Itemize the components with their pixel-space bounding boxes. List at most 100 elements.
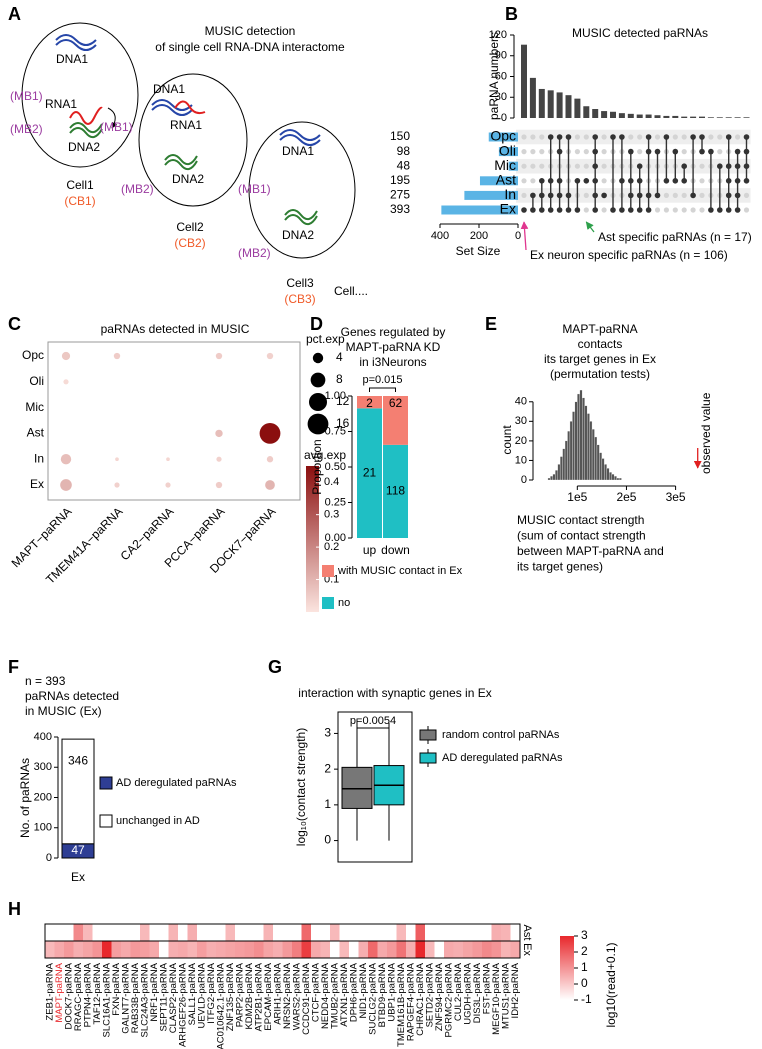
- matrix-dot-empty: [717, 134, 723, 140]
- matrix-dot-empty: [699, 163, 705, 169]
- heatmap-cell: [368, 924, 378, 941]
- cell: [138, 73, 248, 207]
- legend-label: AD deregulated paRNAs: [442, 752, 563, 764]
- heatmap-cell: [216, 924, 226, 941]
- dot: [60, 479, 72, 491]
- intersection-bar: [707, 117, 714, 118]
- matrix-dot: [592, 178, 598, 184]
- histogram-bar: [574, 401, 578, 481]
- colorbar-title: log10(read+0.1): [604, 942, 618, 1027]
- matrix-dot-empty: [681, 207, 687, 213]
- set-size-label: 48: [397, 158, 411, 172]
- heatmap-cell: [339, 941, 349, 958]
- column-label: ZEB1-paRNA: [44, 962, 55, 1020]
- heatmap-cell: [292, 924, 302, 941]
- heatmap-cell: [510, 924, 520, 941]
- set-size-bar: [498, 147, 518, 157]
- histogram-bar: [601, 458, 605, 481]
- plot-border: [337, 711, 413, 863]
- heatmap-cell: [282, 941, 292, 958]
- intersection-bar: [716, 117, 723, 118]
- legend-swatch: [322, 565, 334, 577]
- dot: [266, 456, 274, 463]
- matrix-dot-empty: [601, 178, 607, 184]
- heatmap-cell: [491, 941, 501, 958]
- column-label: FXN-paRNA: [111, 962, 122, 1015]
- column-label: SEPT11-paRNA: [158, 962, 169, 1031]
- y-axis-label: log₁₀(contact strength): [294, 728, 308, 846]
- matrix-dot-empty: [663, 192, 670, 198]
- matrix-dot-empty: [521, 178, 527, 184]
- column-label: SALL1-paRNA: [187, 962, 198, 1025]
- x-tick-label: Ex: [71, 870, 85, 884]
- matrix-dot: [601, 192, 607, 199]
- matrix-dot-empty: [628, 134, 634, 140]
- dot: [114, 482, 120, 488]
- data-label: 2: [366, 396, 373, 410]
- annotation: Ex neuron specific paRNAs (n = 106): [530, 248, 728, 262]
- column-label: BTBD9-paRNA: [377, 962, 388, 1027]
- panel-label: C: [8, 314, 21, 334]
- heatmap-cell: [358, 924, 368, 941]
- set-size-bar: [508, 161, 518, 171]
- matrix-dot-empty: [530, 163, 536, 169]
- matrix-dot-empty: [743, 192, 750, 198]
- legend-label: random control paRNAs: [442, 729, 560, 741]
- matrix-dot: [556, 148, 563, 155]
- heatmap-cell: [415, 941, 425, 958]
- dot: [215, 429, 223, 438]
- y-tick-label: 0: [521, 474, 527, 486]
- dot: [215, 352, 223, 360]
- set-name: Mic: [494, 157, 516, 173]
- column-label: PARP2-paRNA: [234, 962, 245, 1027]
- matrix-dot: [610, 134, 616, 140]
- matrix-dot: [734, 178, 741, 184]
- column-label: CHRAC1-paRNA: [415, 962, 426, 1036]
- dna-strand: [69, 122, 103, 134]
- cell-barcode: (CB3): [284, 292, 315, 306]
- bead-label: (MB1): [238, 182, 271, 196]
- set-size-label: 275: [390, 188, 410, 202]
- dna-strand: [284, 214, 318, 226]
- intersection-bar: [565, 95, 572, 118]
- histogram-bar: [591, 429, 595, 481]
- column-label: ZNF135-paRNA: [225, 962, 236, 1031]
- column-label: NRSN2-paRNA: [282, 962, 293, 1029]
- column-label: DPH6-paRNA: [348, 962, 359, 1022]
- histogram-bar: [572, 411, 576, 481]
- y-tick-label: 60: [495, 70, 507, 82]
- heatmap-cell: [254, 924, 264, 941]
- x-axis-label: between MAPT-paRNA and: [517, 544, 664, 558]
- heatmap-cell: [311, 924, 321, 941]
- set-name: Ex: [500, 201, 516, 217]
- heatmap-cell: [130, 941, 140, 958]
- matrix-dot: [547, 134, 554, 140]
- y-tick-label: Ex: [30, 477, 44, 491]
- matrix-dot: [574, 178, 581, 184]
- column-label: ATXN1-paRNA: [339, 962, 350, 1026]
- set-size-bar: [464, 190, 518, 200]
- intersection-bar: [538, 88, 545, 118]
- matrix-dot-empty: [521, 163, 527, 169]
- heatmap-cell: [349, 941, 359, 958]
- matrix-dot: [725, 163, 732, 169]
- bar-segment: [357, 408, 382, 538]
- heatmap-cell: [330, 941, 340, 958]
- histogram-bar: [550, 475, 553, 481]
- column-label: TMUB2-paRNA: [329, 962, 340, 1029]
- y-tick-label: Oli: [29, 374, 44, 388]
- matrix-dot: [556, 192, 563, 199]
- heatmap-cell: [453, 941, 463, 958]
- heatmap-cell: [73, 924, 83, 941]
- matrix-dot-empty: [601, 163, 607, 169]
- cell1-labels: DNA1 (MB1) RNA1 (MB2) DNA2 Cell1 (CB1): [10, 52, 100, 208]
- heatmap-cell: [273, 941, 283, 958]
- y-tick-label: 1: [324, 797, 331, 811]
- bar-segment: [383, 396, 408, 445]
- histogram-bar: [584, 405, 588, 481]
- matrix-dot-empty: [690, 207, 696, 213]
- matrix-dot-empty: [583, 163, 589, 169]
- annotation: p=0.015: [362, 374, 402, 386]
- column-label: RAPGEF4-paRNA: [405, 962, 416, 1041]
- column-label: NID1-paRNA: [358, 962, 369, 1018]
